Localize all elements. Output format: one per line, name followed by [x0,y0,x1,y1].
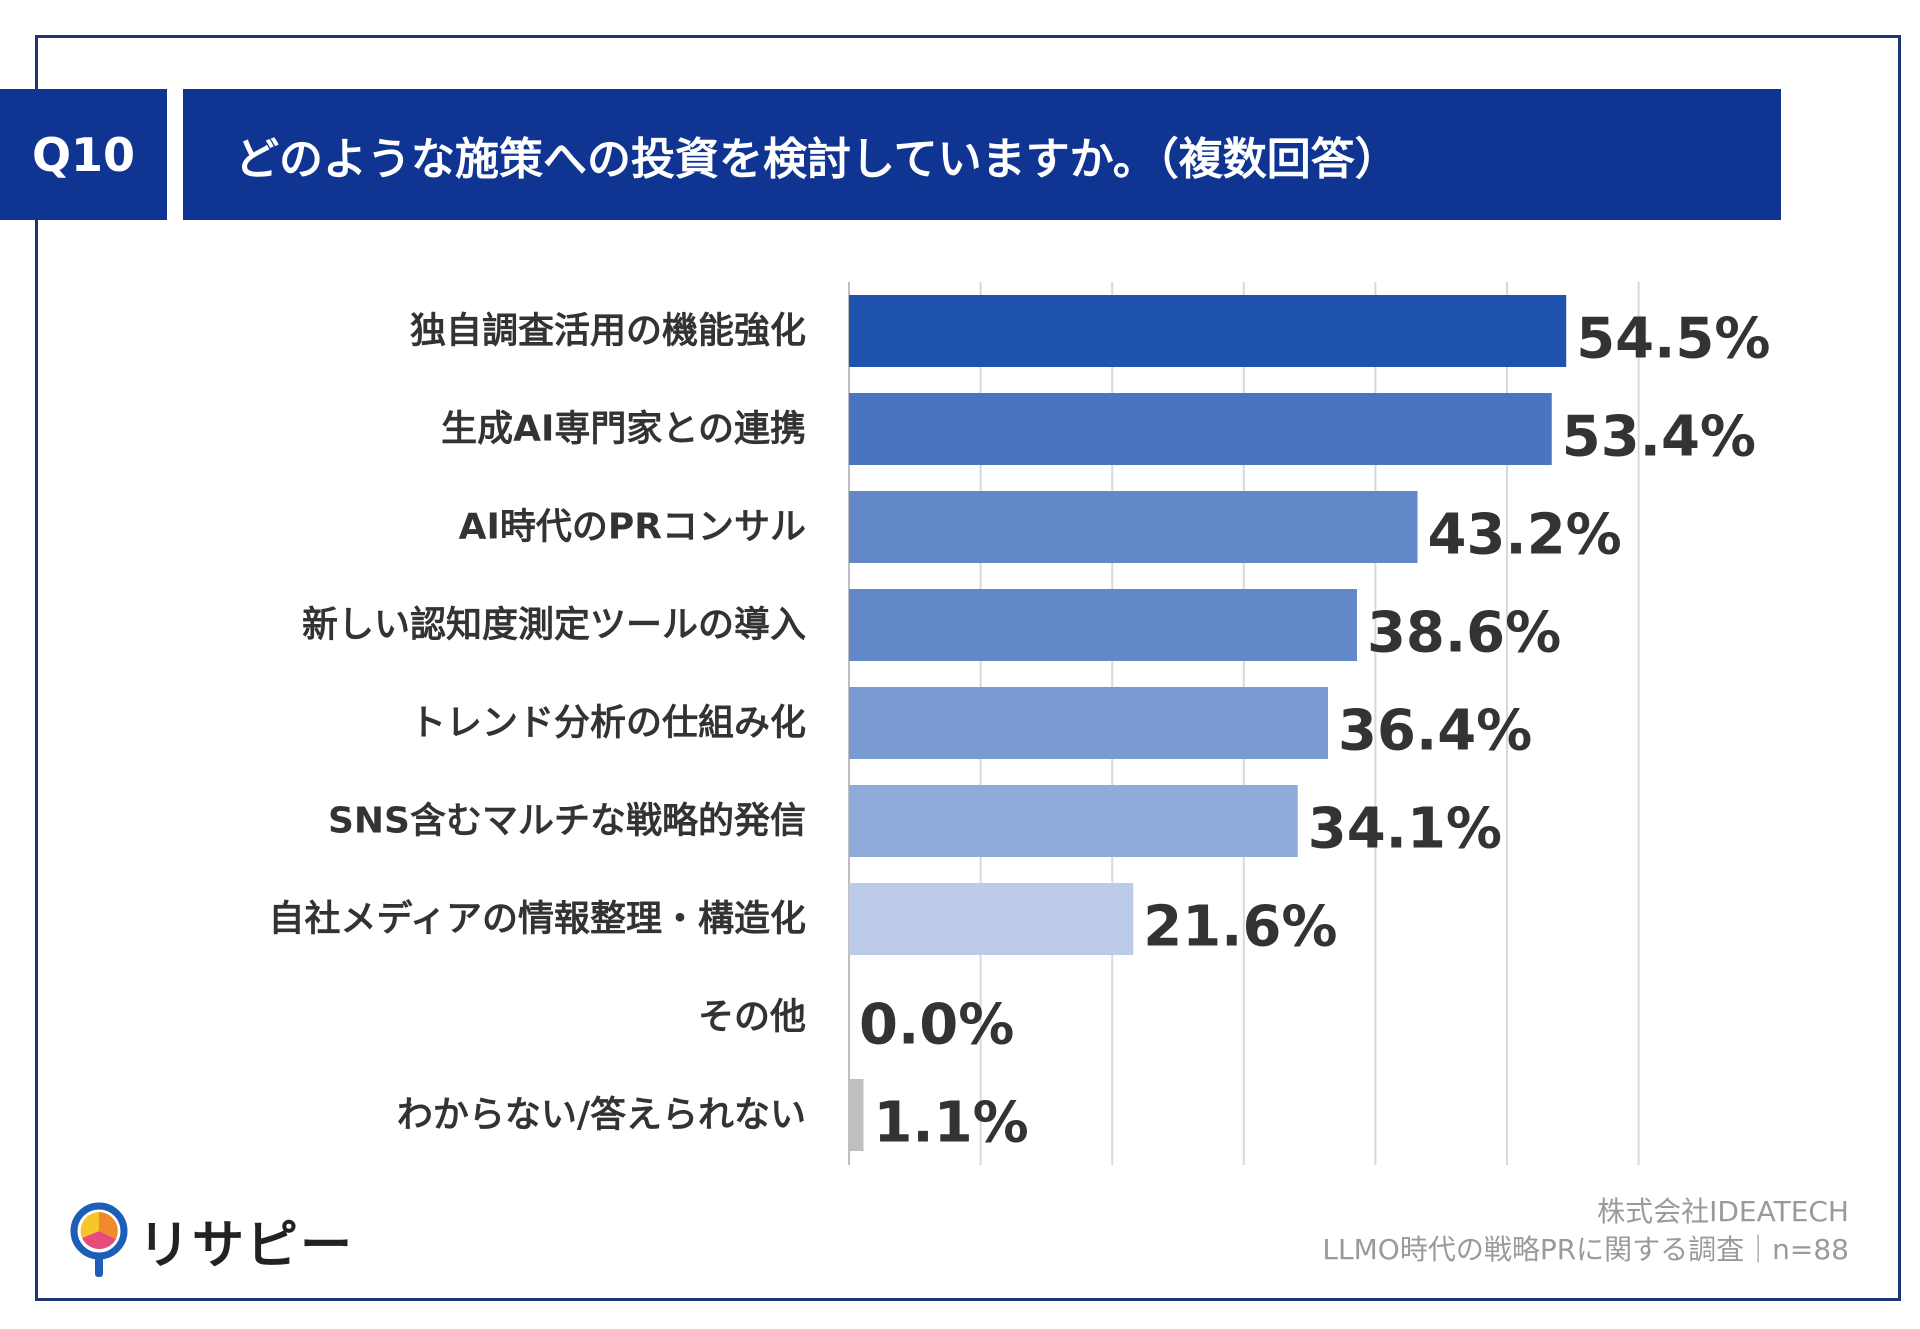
value-label: 0.0% [859,993,1014,1058]
category-label: 新しい認知度測定ツールの導入 [302,605,806,646]
value-label: 54.5% [1576,307,1770,372]
bar [849,785,1298,857]
bar [849,295,1567,367]
category-label: トレンド分析の仕組み化 [410,703,806,744]
value-label: 34.1% [1308,797,1502,862]
value-label: 43.2% [1428,503,1622,568]
bar [849,1079,864,1151]
bar [849,883,1134,955]
value-label: 1.1% [873,1091,1028,1156]
category-label: 生成AI専門家との連携 [441,409,806,450]
question-title: どのような施策への投資を検討していますか。（複数回答） [183,89,1781,220]
category-label: AI時代のPRコンサル [459,507,806,548]
source-line-1: 株式会社IDEATECH [1597,1195,1849,1228]
bar [849,491,1418,563]
bar [849,589,1357,661]
bars [849,295,1567,1151]
source-line-2: LLMO時代の戦略PRに関する調査｜n=88 [1322,1233,1849,1266]
logo-text: リサピー [138,1215,355,1276]
value-label: 21.6% [1143,895,1337,960]
risapy-logo: リサピー [68,1200,354,1280]
source-note: 株式会社IDEATECH LLMO時代の戦略PRに関する調査｜n=88 [1322,1193,1849,1269]
value-label: 36.4% [1338,699,1532,764]
value-label: 53.4% [1562,405,1756,470]
category-label: SNS含むマルチな戦略的発信 [328,801,806,842]
pin-icon [70,1202,128,1277]
chart-frame [35,35,1901,1301]
category-label: 独自調査活用の機能強化 [410,311,806,352]
category-label: 自社メディアの情報整理・構造化 [269,898,806,940]
bar [849,687,1329,759]
value-labels: 54.5% 53.4% 43.2% 38.6% 36.4% 34.1% 21.6% 0.0% 1… [859,307,1771,1156]
question-badge: Q10 [0,89,167,220]
category-label: その他 [698,997,806,1038]
value-label: 38.6% [1367,601,1561,666]
bar [849,393,1552,465]
category-label: わからない/答えられない [397,1095,806,1136]
